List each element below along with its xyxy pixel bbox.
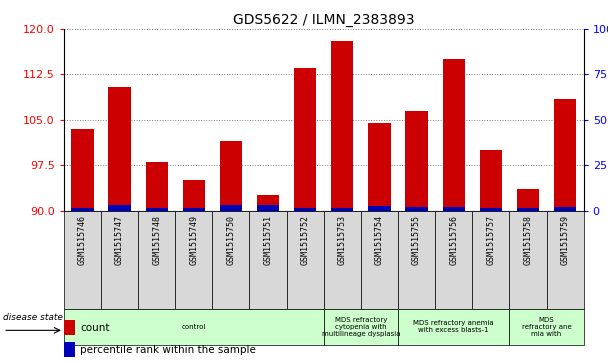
Bar [406,111,427,211]
Text: GSM1515746: GSM1515746 [78,215,87,265]
Bar [64,320,75,335]
Text: GSM1515758: GSM1515758 [523,215,533,265]
Text: GSM1515749: GSM1515749 [189,215,198,265]
Bar [406,207,427,211]
FancyBboxPatch shape [361,211,398,309]
Bar [257,205,279,211]
FancyBboxPatch shape [323,211,361,309]
Bar [145,208,168,211]
FancyBboxPatch shape [323,309,398,345]
Text: GSM1515750: GSM1515750 [226,215,235,265]
FancyBboxPatch shape [138,211,175,309]
Text: GSM1515759: GSM1515759 [561,215,570,265]
FancyBboxPatch shape [398,309,510,345]
Text: MDS refractory anemia
with excess blasts-1: MDS refractory anemia with excess blasts… [413,320,494,333]
Title: GDS5622 / ILMN_2383893: GDS5622 / ILMN_2383893 [233,13,415,26]
Bar [219,141,242,211]
Bar [182,180,205,211]
FancyBboxPatch shape [510,211,547,309]
Bar [257,195,279,211]
Text: count: count [80,323,110,333]
Bar [480,150,502,211]
Bar [71,129,94,211]
Text: GSM1515754: GSM1515754 [375,215,384,265]
Bar [108,86,131,211]
Text: GSM1515756: GSM1515756 [449,215,458,265]
Text: GSM1515753: GSM1515753 [338,215,347,265]
FancyBboxPatch shape [249,211,286,309]
Text: disease state: disease state [3,313,63,322]
Bar [517,189,539,211]
Bar [331,41,353,211]
Bar [368,206,390,211]
Bar [331,208,353,211]
FancyBboxPatch shape [175,211,212,309]
Text: MDS
refractory ane
mia with: MDS refractory ane mia with [522,317,572,337]
FancyBboxPatch shape [212,211,249,309]
Text: GSM1515747: GSM1515747 [115,215,124,265]
Bar [145,162,168,211]
FancyBboxPatch shape [472,211,510,309]
Bar [554,99,576,211]
FancyBboxPatch shape [64,211,101,309]
Text: MDS refractory
cytopenia with
multilineage dysplasia: MDS refractory cytopenia with multilinea… [322,317,400,337]
FancyBboxPatch shape [286,211,323,309]
Text: GSM1515752: GSM1515752 [301,215,309,265]
Bar [294,68,316,211]
FancyBboxPatch shape [510,309,584,345]
Bar [219,205,242,211]
Bar [294,208,316,211]
FancyBboxPatch shape [64,309,323,345]
Bar [443,207,465,211]
Bar [554,207,576,211]
Bar [480,208,502,211]
Text: GSM1515757: GSM1515757 [486,215,496,265]
Bar [443,59,465,211]
FancyBboxPatch shape [435,211,472,309]
Text: percentile rank within the sample: percentile rank within the sample [80,345,257,355]
Text: control: control [182,324,206,330]
FancyBboxPatch shape [398,211,435,309]
Bar [517,208,539,211]
Bar [71,208,94,211]
Text: GSM1515751: GSM1515751 [263,215,272,265]
Bar [368,123,390,211]
FancyBboxPatch shape [101,211,138,309]
Bar [108,205,131,211]
Bar [64,342,75,357]
Text: GSM1515755: GSM1515755 [412,215,421,265]
Text: GSM1515748: GSM1515748 [152,215,161,265]
FancyBboxPatch shape [547,211,584,309]
Bar [182,208,205,211]
